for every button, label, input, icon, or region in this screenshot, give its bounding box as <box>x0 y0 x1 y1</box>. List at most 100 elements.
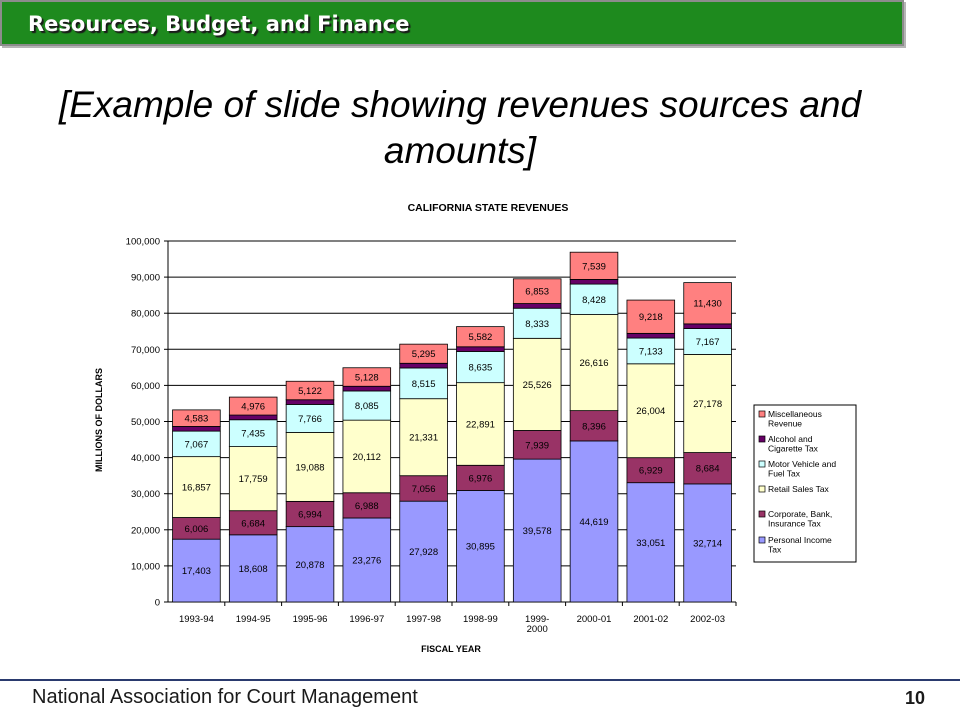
data-label: 17,759 <box>239 474 268 485</box>
bar-segment <box>285 380 335 401</box>
bar-segment <box>456 382 505 466</box>
bar-segment <box>569 279 619 285</box>
data-label: 6,988 <box>355 501 379 512</box>
data-label: 21,331 <box>409 433 438 444</box>
data-label: 6,684 <box>241 518 265 529</box>
legend-swatch <box>758 410 766 418</box>
legend-swatch <box>758 536 766 544</box>
data-label: 11,430 <box>693 299 721 310</box>
data-label: 7,167 <box>696 337 720 348</box>
chart-title: CALIFORNIA STATE REVENUES <box>408 202 569 214</box>
bar-segment <box>683 328 732 355</box>
x-tick-label: 1997-98 <box>406 614 441 625</box>
bar-segment <box>569 283 619 315</box>
data-label: 26,004 <box>636 406 665 417</box>
bar-segment <box>228 396 278 416</box>
bar-segment <box>228 419 278 447</box>
legend-label: Cigarette Tax <box>768 444 819 454</box>
bar-segment <box>512 458 562 603</box>
bar-segment <box>456 326 505 348</box>
bar-segment <box>683 483 732 603</box>
data-label: 6,006 <box>185 524 209 535</box>
bar-segment <box>399 475 448 502</box>
bar-segment <box>683 282 732 325</box>
data-label: 7,939 <box>525 440 549 451</box>
bar-segment <box>626 337 676 365</box>
data-label: 18,608 <box>239 564 268 575</box>
y-tick-label: 40,000 <box>131 453 160 464</box>
legend-label: Fuel Tax <box>768 469 801 479</box>
data-label: 44,619 <box>579 517 608 528</box>
data-label: 8,396 <box>582 421 606 432</box>
slide-title: [Example of slide showing revenues sourc… <box>58 84 862 171</box>
data-label: 5,128 <box>355 373 379 384</box>
data-label: 23,276 <box>352 555 381 566</box>
data-label: 8,428 <box>582 295 606 306</box>
x-tick-label: 2000 <box>527 624 548 635</box>
x-tick-label: 2000-01 <box>577 614 612 625</box>
y-tick-label: 20,000 <box>131 525 160 536</box>
bar-segment <box>342 517 392 603</box>
bar-segment <box>228 446 278 512</box>
data-label: 5,295 <box>412 349 436 360</box>
bar-segment <box>456 490 505 603</box>
bar-segment <box>456 346 505 352</box>
y-tick-label: 90,000 <box>131 273 160 284</box>
data-label: 7,539 <box>582 261 606 272</box>
bar-segment <box>285 404 335 433</box>
bar-segment <box>456 464 505 491</box>
bar-segment <box>512 337 562 431</box>
bar-segment <box>342 419 392 494</box>
bar-segment <box>172 409 221 427</box>
data-label: 7,766 <box>298 414 322 425</box>
page-number: 10 <box>905 688 926 708</box>
x-tick-label: 1995-96 <box>293 614 328 625</box>
bar-segment <box>228 510 278 536</box>
legend-label: Motor Vehicle and <box>768 459 836 469</box>
data-label: 27,178 <box>693 399 722 410</box>
data-label: 6,976 <box>469 473 493 484</box>
legend-label: Miscellaneous <box>768 409 822 419</box>
legend-label: Revenue <box>768 419 802 429</box>
legend-label: Tax <box>768 545 782 555</box>
data-label: 20,878 <box>295 560 324 571</box>
data-label: 6,929 <box>639 466 663 477</box>
bar-segment <box>626 299 676 334</box>
bar-segment <box>512 430 562 460</box>
y-tick-label: 50,000 <box>131 417 160 428</box>
data-label: 7,067 <box>185 439 209 450</box>
bar-segment <box>285 500 335 528</box>
data-label: 6,853 <box>525 287 549 298</box>
data-label: 7,133 <box>639 346 663 357</box>
bar-segment <box>569 251 619 280</box>
data-label: 20,112 <box>353 452 381 463</box>
footer-organization: National Association for Court Managemen… <box>32 686 418 708</box>
bar-segment <box>342 492 392 519</box>
bar-segment <box>512 303 562 309</box>
legend-swatch <box>758 460 766 468</box>
data-label: 8,333 <box>525 319 549 330</box>
x-tick-label: 1999- <box>525 614 549 625</box>
x-tick-label: 2001-02 <box>633 614 668 625</box>
bar-segment <box>683 452 732 485</box>
data-label: 30,895 <box>466 542 495 553</box>
data-label: 17,403 <box>182 566 211 577</box>
footer-divider <box>0 679 960 681</box>
bar-segment <box>399 500 448 603</box>
bar-segment <box>626 332 676 339</box>
data-label: 7,435 <box>241 429 265 440</box>
y-tick-label: 70,000 <box>131 345 160 356</box>
data-label: 16,857 <box>182 483 211 494</box>
y-tick-label: 60,000 <box>131 381 160 392</box>
y-axis-label: MILLIONS OF DOLLARS <box>94 368 104 472</box>
bar-segment <box>399 362 448 369</box>
bar-segment <box>683 354 732 453</box>
x-tick-label: 1993-94 <box>179 614 214 625</box>
legend-swatch <box>758 435 766 443</box>
bar-segment <box>228 534 278 603</box>
data-label: 27,928 <box>409 547 438 558</box>
legend-swatch <box>758 485 766 493</box>
data-label: 25,526 <box>523 380 552 391</box>
data-label: 6,994 <box>298 510 322 521</box>
